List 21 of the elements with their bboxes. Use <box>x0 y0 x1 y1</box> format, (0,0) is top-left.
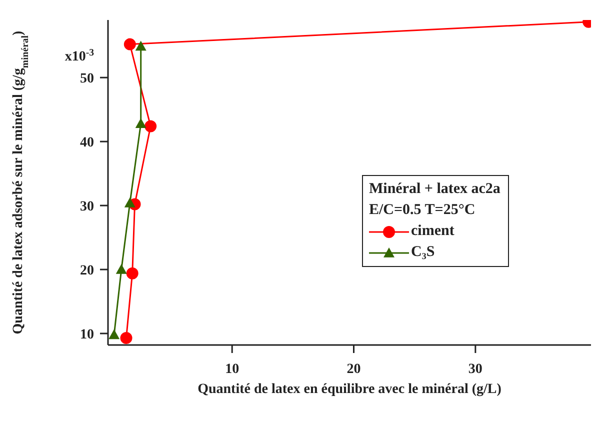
point <box>120 332 132 344</box>
y-tick-label: 10 <box>80 327 94 342</box>
x-tick-label: 10 <box>225 362 240 377</box>
point <box>124 38 136 50</box>
point <box>144 120 157 132</box>
y-tick-label: 50 <box>80 72 94 87</box>
y-tick-label: 40 <box>80 136 94 151</box>
point <box>135 40 146 51</box>
x-axis-title: Quantité de latex en équilibre avec le minéral (g/L) <box>198 382 502 397</box>
x-tick-label: 20 <box>346 362 361 377</box>
text: x10$^{-3}$ <box>64 47 94 65</box>
y-tick-label: 20 <box>80 264 94 279</box>
point <box>108 329 120 340</box>
point <box>124 197 136 208</box>
y-tick-label: 30 <box>80 200 94 215</box>
point <box>126 267 138 280</box>
legend-label: ciment <box>411 222 454 241</box>
x-tick-label: 30 <box>468 362 482 377</box>
point <box>116 264 127 274</box>
point <box>135 118 146 128</box>
legend-label: C₃S <box>411 243 435 262</box>
